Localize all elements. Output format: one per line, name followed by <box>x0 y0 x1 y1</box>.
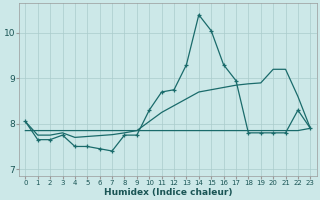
X-axis label: Humidex (Indice chaleur): Humidex (Indice chaleur) <box>104 188 232 197</box>
